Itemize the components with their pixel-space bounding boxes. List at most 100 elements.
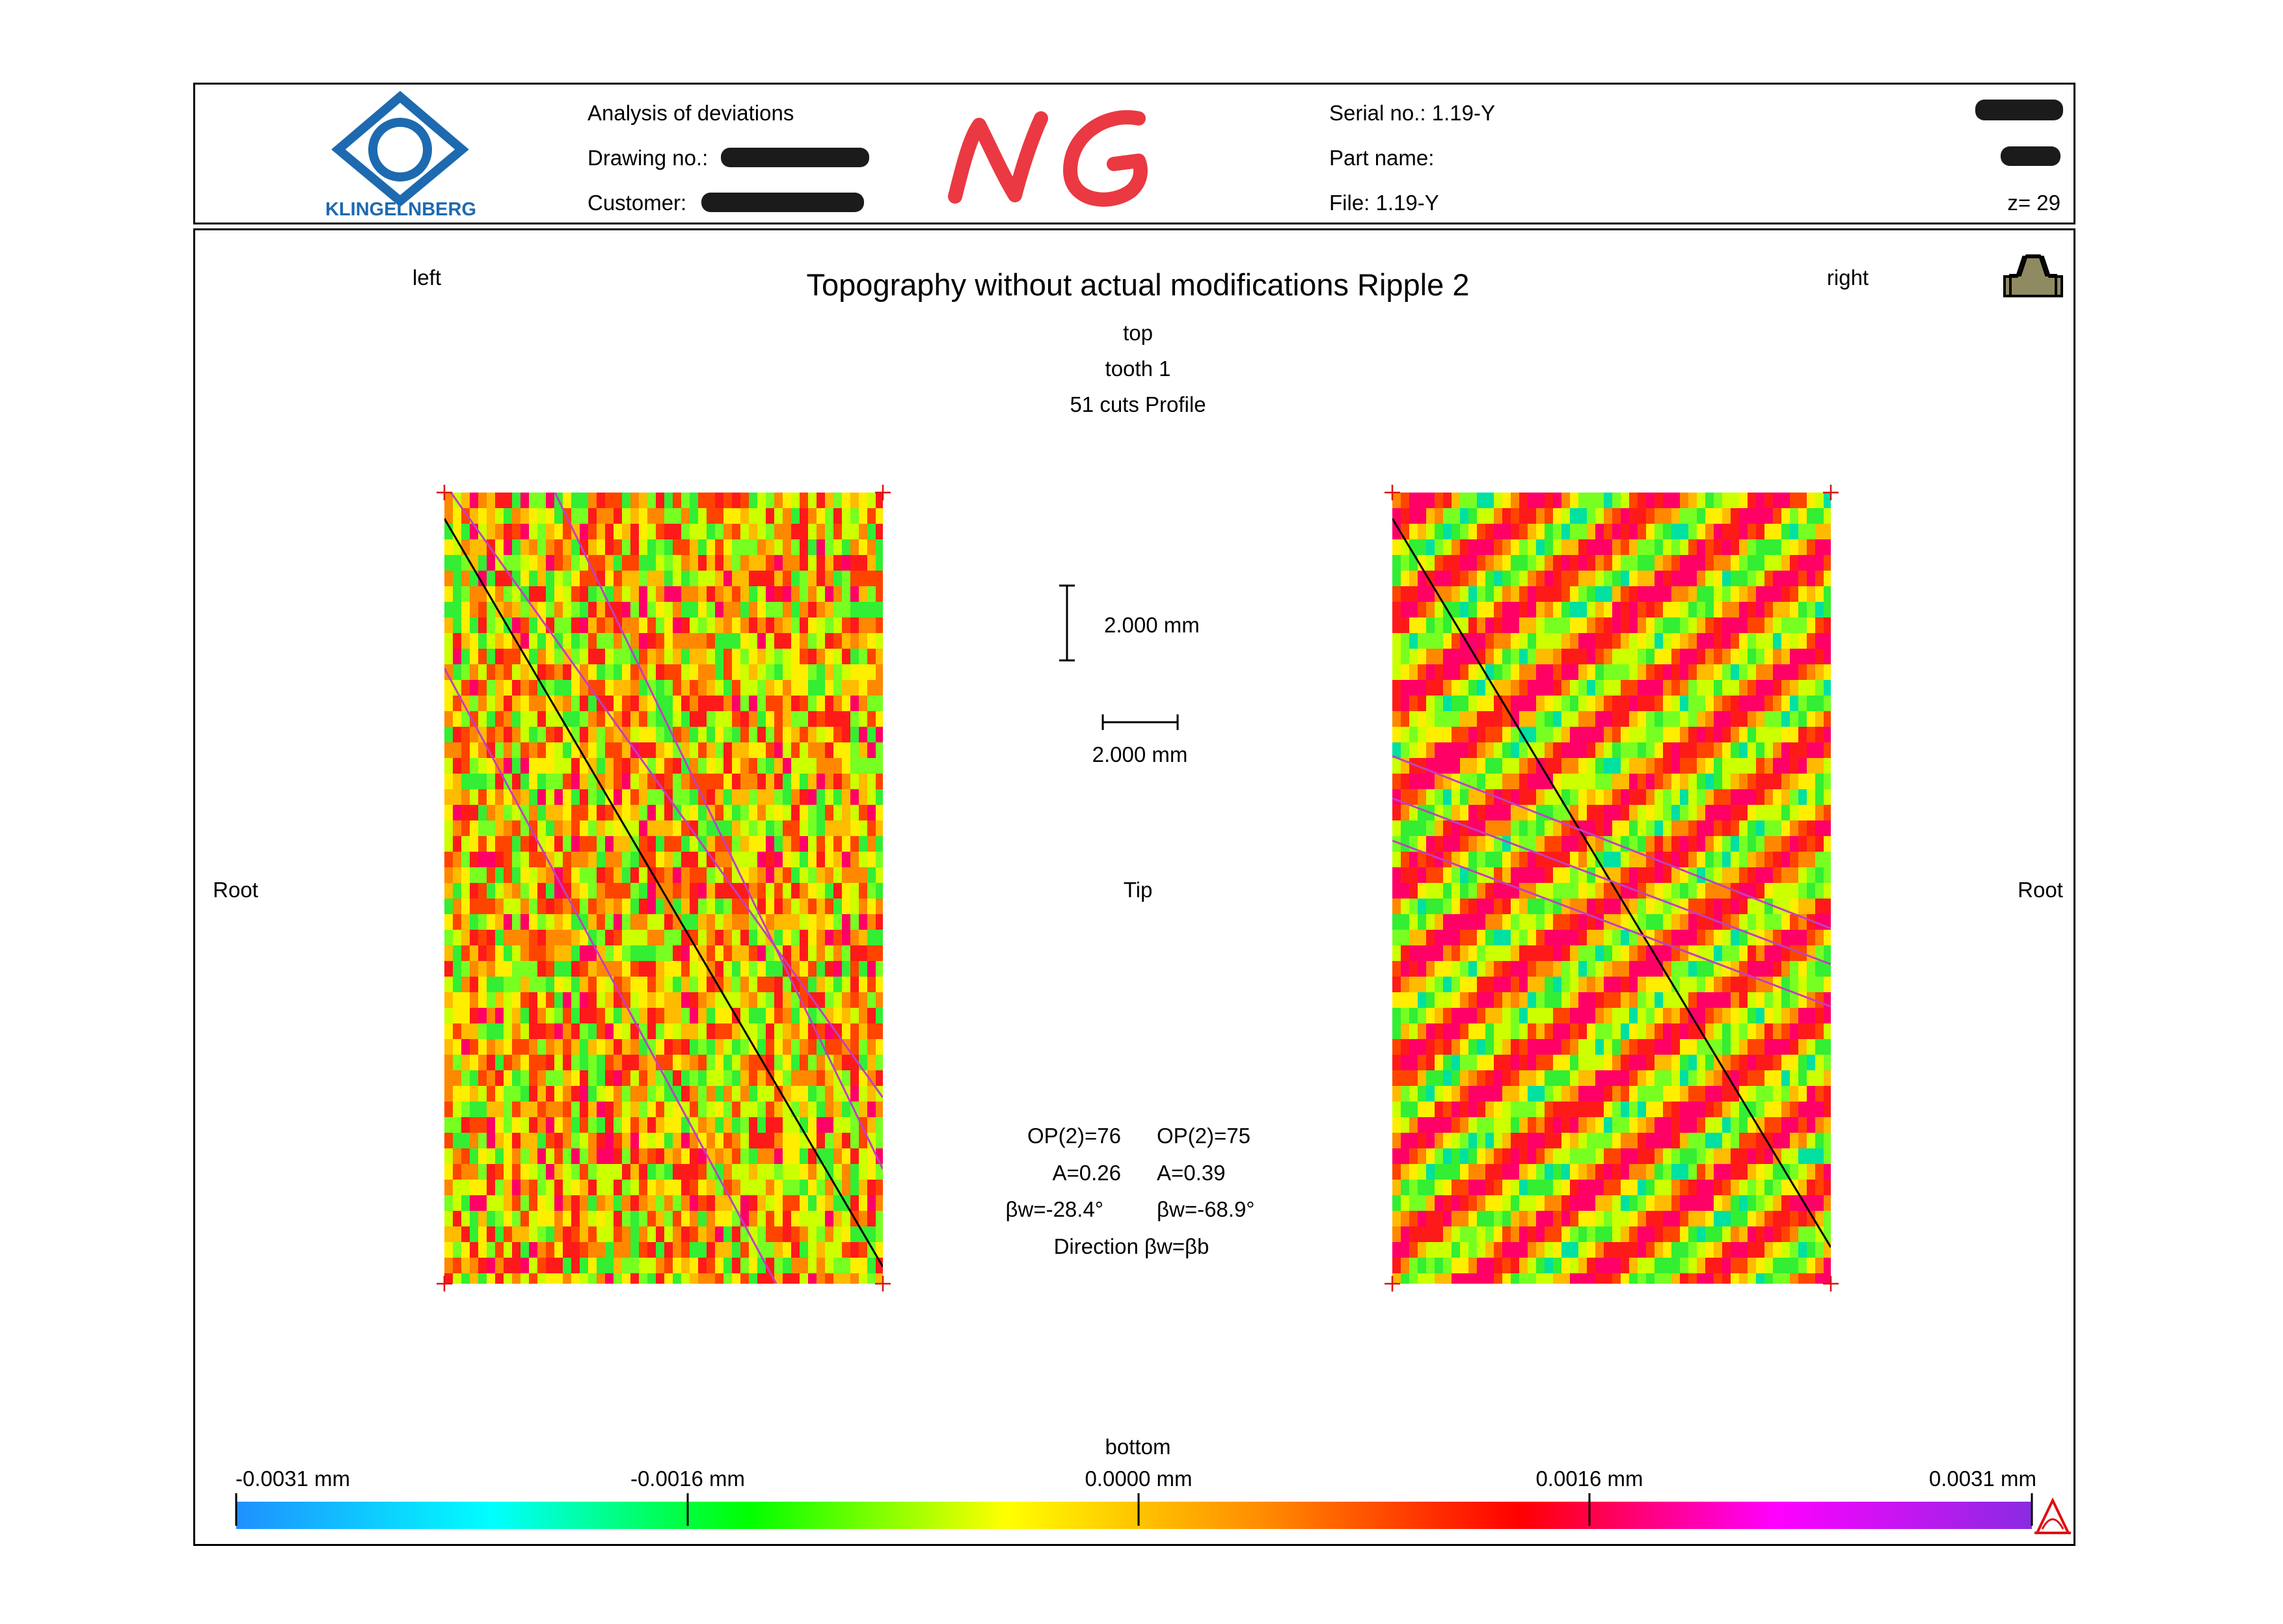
topography-cell	[487, 805, 495, 820]
topography-cell	[605, 1023, 614, 1039]
topography-cell	[588, 1180, 597, 1195]
topography-cell	[1722, 836, 1731, 852]
topography-cell	[1595, 493, 1604, 508]
topography-cell	[723, 539, 732, 555]
topography-cell	[774, 555, 783, 571]
topography-cell	[1764, 758, 1773, 774]
topography-cell	[605, 930, 614, 945]
topography-cell	[817, 1070, 825, 1086]
topography-cell	[698, 930, 707, 945]
topography-cell	[588, 602, 597, 617]
topography-cell	[656, 602, 664, 617]
topography-cell	[512, 836, 520, 852]
topography-cell	[614, 836, 622, 852]
topography-cell	[1646, 1102, 1655, 1117]
topography-cell	[1561, 930, 1570, 945]
topography-cell	[504, 1242, 512, 1258]
topography-cell	[1612, 1148, 1621, 1164]
topography-cell	[588, 1242, 597, 1258]
topography-cell	[470, 586, 478, 602]
topography-cell	[817, 1008, 825, 1023]
topography-cell	[1680, 680, 1688, 696]
topography-cell	[715, 508, 723, 524]
topography-cell	[1561, 774, 1570, 789]
topography-cell	[1815, 1008, 1824, 1023]
topography-cell	[1688, 1023, 1697, 1039]
topography-cell	[597, 602, 605, 617]
topography-cell	[495, 945, 504, 961]
topography-cell	[1705, 1023, 1714, 1039]
topography-cell	[1688, 774, 1697, 789]
topography-cell	[698, 1180, 707, 1195]
topography-cell	[1452, 930, 1460, 945]
topography-cell	[1714, 586, 1722, 602]
topography-cell	[1790, 649, 1798, 664]
topography-cell	[1815, 1102, 1824, 1117]
topography-cell	[1553, 992, 1561, 1008]
topography-cell	[732, 1070, 740, 1086]
topography-cell	[453, 602, 461, 617]
topography-cell	[1528, 1070, 1536, 1086]
topography-cell	[757, 930, 766, 945]
topography-cell	[1528, 1117, 1536, 1133]
topography-cell	[563, 852, 571, 867]
topography-cell	[580, 852, 588, 867]
topography-cell	[504, 539, 512, 555]
topography-cell	[546, 555, 554, 571]
topography-cell	[707, 945, 715, 961]
topography-cell	[681, 633, 690, 649]
topography-cell	[1435, 867, 1443, 883]
topography-cell	[529, 867, 537, 883]
topography-cell	[1443, 1164, 1452, 1180]
topography-cell	[487, 1195, 495, 1211]
topography-cell	[512, 1102, 520, 1117]
topography-cell	[867, 1273, 876, 1284]
topography-cell	[1612, 617, 1621, 633]
topography-cell	[1519, 539, 1528, 555]
topography-cell	[1612, 727, 1621, 742]
topography-cell	[1612, 742, 1621, 758]
topography-cell	[1604, 586, 1612, 602]
topography-cell	[1621, 680, 1629, 696]
topography-cell	[707, 1226, 715, 1242]
topography-cell	[1401, 883, 1409, 899]
topography-cell	[1680, 1148, 1688, 1164]
topography-cell	[1570, 696, 1578, 711]
topography-cell	[1409, 961, 1418, 977]
topography-cell	[808, 571, 817, 586]
topography-cell	[605, 899, 614, 914]
topography-cell	[529, 883, 537, 899]
topography-cell	[1418, 1023, 1426, 1039]
topography-cell	[1714, 977, 1722, 992]
topography-cell	[1435, 1102, 1443, 1117]
topography-cell	[597, 711, 605, 727]
topography-cell	[707, 571, 715, 586]
topography-cell	[1807, 664, 1815, 680]
topography-cell	[580, 1164, 588, 1180]
topography-cell	[1629, 820, 1638, 836]
topography-cell	[1756, 602, 1764, 617]
topography-cell	[630, 524, 639, 539]
topography-cell	[833, 961, 842, 977]
topography-cell	[1697, 649, 1705, 664]
topography-cell	[690, 852, 698, 867]
topography-cell	[757, 852, 766, 867]
topography-cell	[504, 1023, 512, 1039]
topography-cell	[749, 742, 757, 758]
topography-cell	[1401, 727, 1409, 742]
topography-cell	[833, 820, 842, 836]
topography-cell	[597, 1102, 605, 1117]
topography-cell	[1748, 945, 1756, 961]
topography-cell	[690, 1180, 698, 1195]
topography-cell	[1714, 633, 1722, 649]
topography-cell	[1443, 508, 1452, 524]
topography-cell	[1528, 524, 1536, 539]
topography-cell	[833, 1133, 842, 1148]
topography-cell	[1638, 742, 1646, 758]
topography-cell	[1443, 1023, 1452, 1039]
topography-cell	[1756, 524, 1764, 539]
topography-cell	[1764, 633, 1773, 649]
topography-cell	[444, 758, 453, 774]
topography-cell	[1714, 602, 1722, 617]
topography-cell	[1756, 914, 1764, 930]
